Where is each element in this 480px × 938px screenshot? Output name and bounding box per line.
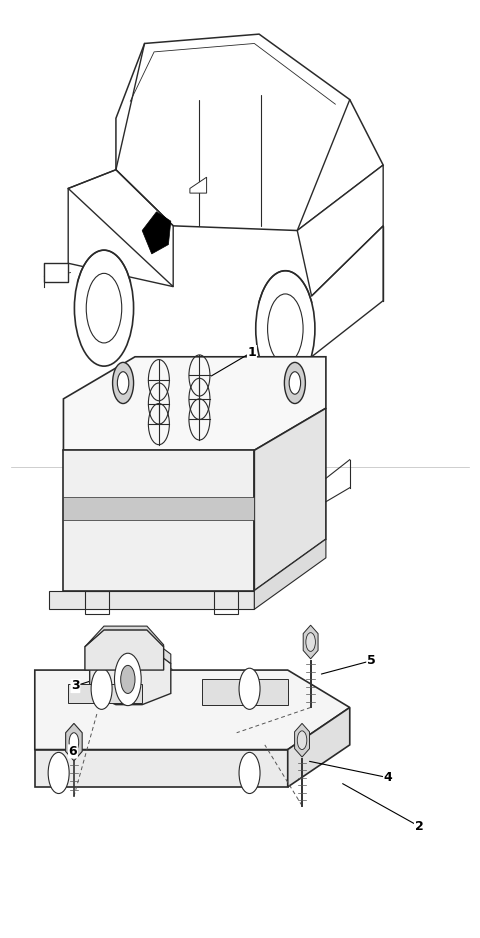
Circle shape [256,271,315,386]
Text: 4: 4 [384,771,392,784]
Polygon shape [68,170,173,287]
Text: 2: 2 [415,820,423,833]
Polygon shape [49,591,254,610]
Polygon shape [68,684,142,703]
Circle shape [115,653,141,705]
Text: 1: 1 [248,345,256,358]
Polygon shape [303,626,318,658]
Circle shape [117,371,129,394]
Circle shape [91,668,112,709]
Polygon shape [202,679,288,704]
Polygon shape [90,632,171,663]
Polygon shape [295,723,310,757]
Polygon shape [142,212,171,254]
Circle shape [306,632,315,651]
Polygon shape [297,165,383,296]
Polygon shape [254,539,326,610]
Circle shape [297,731,307,749]
Polygon shape [116,34,383,231]
Polygon shape [90,642,171,704]
Circle shape [289,371,300,394]
Circle shape [74,250,133,366]
Circle shape [284,362,305,403]
Polygon shape [35,670,350,749]
Circle shape [69,733,79,751]
Polygon shape [44,264,68,282]
Circle shape [239,668,260,709]
Circle shape [120,665,135,693]
Polygon shape [288,707,350,787]
Text: 6: 6 [69,745,77,758]
Polygon shape [190,177,206,193]
Polygon shape [85,627,164,646]
Text: 3: 3 [71,679,80,692]
Polygon shape [63,450,254,591]
Circle shape [239,752,260,794]
Polygon shape [254,408,326,591]
Circle shape [48,752,69,794]
Polygon shape [63,497,254,521]
Polygon shape [35,749,288,787]
Polygon shape [63,356,326,450]
Text: 5: 5 [367,654,376,667]
Polygon shape [66,723,82,761]
Circle shape [113,362,133,403]
Polygon shape [85,629,164,670]
